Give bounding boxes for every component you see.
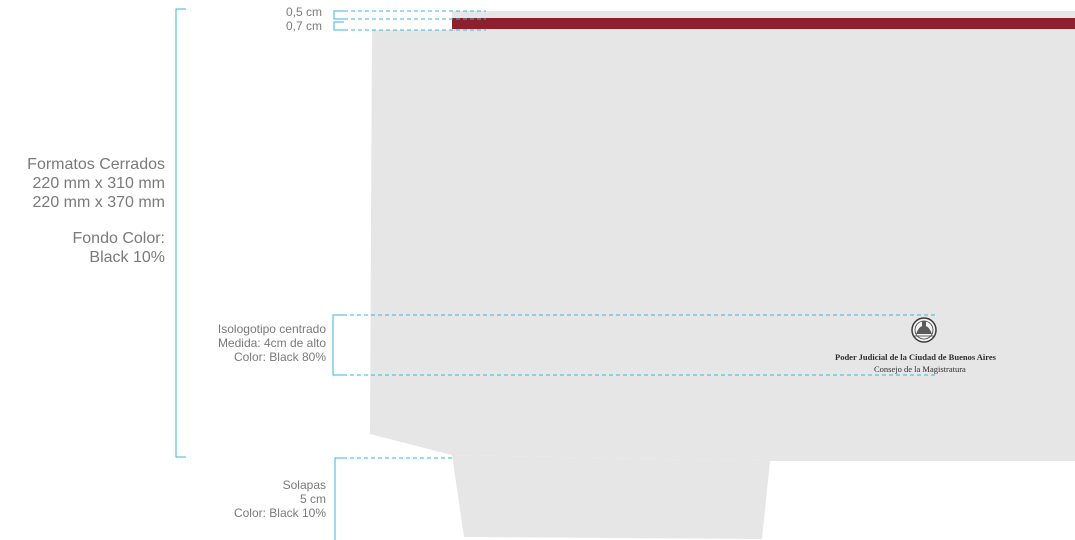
- folder-flap: [452, 455, 770, 539]
- logo-subtitle: Consejo de la Magistratura: [874, 364, 966, 374]
- background-label: Fondo Color:: [72, 230, 166, 247]
- margin-label: 0,7 cm: [286, 19, 323, 33]
- background-value: Black 10%: [89, 249, 165, 266]
- logo-name: Poder Judicial de la Ciudad de Buenos Ai…: [835, 352, 996, 362]
- logo-bracket: [332, 314, 343, 376]
- folder-body: [370, 11, 1075, 461]
- formats-bracket: [175, 8, 186, 458]
- logo-spec-line-2: Medida: 4cm de alto: [217, 336, 326, 350]
- flaps-line-1: Solapas: [282, 478, 326, 492]
- format-size-2: 220 mm x 370 mm: [32, 194, 165, 211]
- flap-bracket: [334, 457, 343, 540]
- formats-title: Formatos Cerrados: [27, 156, 165, 173]
- top-band: [452, 18, 1075, 29]
- logo-spec-line-1: Isologotipo centrado: [217, 322, 326, 336]
- flaps-line-2: 5 cm: [299, 492, 326, 506]
- seal-icon: [911, 317, 937, 343]
- top-band-label: 0,5 cm: [286, 5, 323, 19]
- top-band-bracket: [333, 10, 344, 20]
- logo-spec-line-3: Color: Black 80%: [233, 350, 326, 364]
- margin-bracket: [333, 21, 344, 31]
- format-size-1: 220 mm x 310 mm: [32, 175, 165, 192]
- flaps-line-3: Color: Black 10%: [233, 506, 326, 520]
